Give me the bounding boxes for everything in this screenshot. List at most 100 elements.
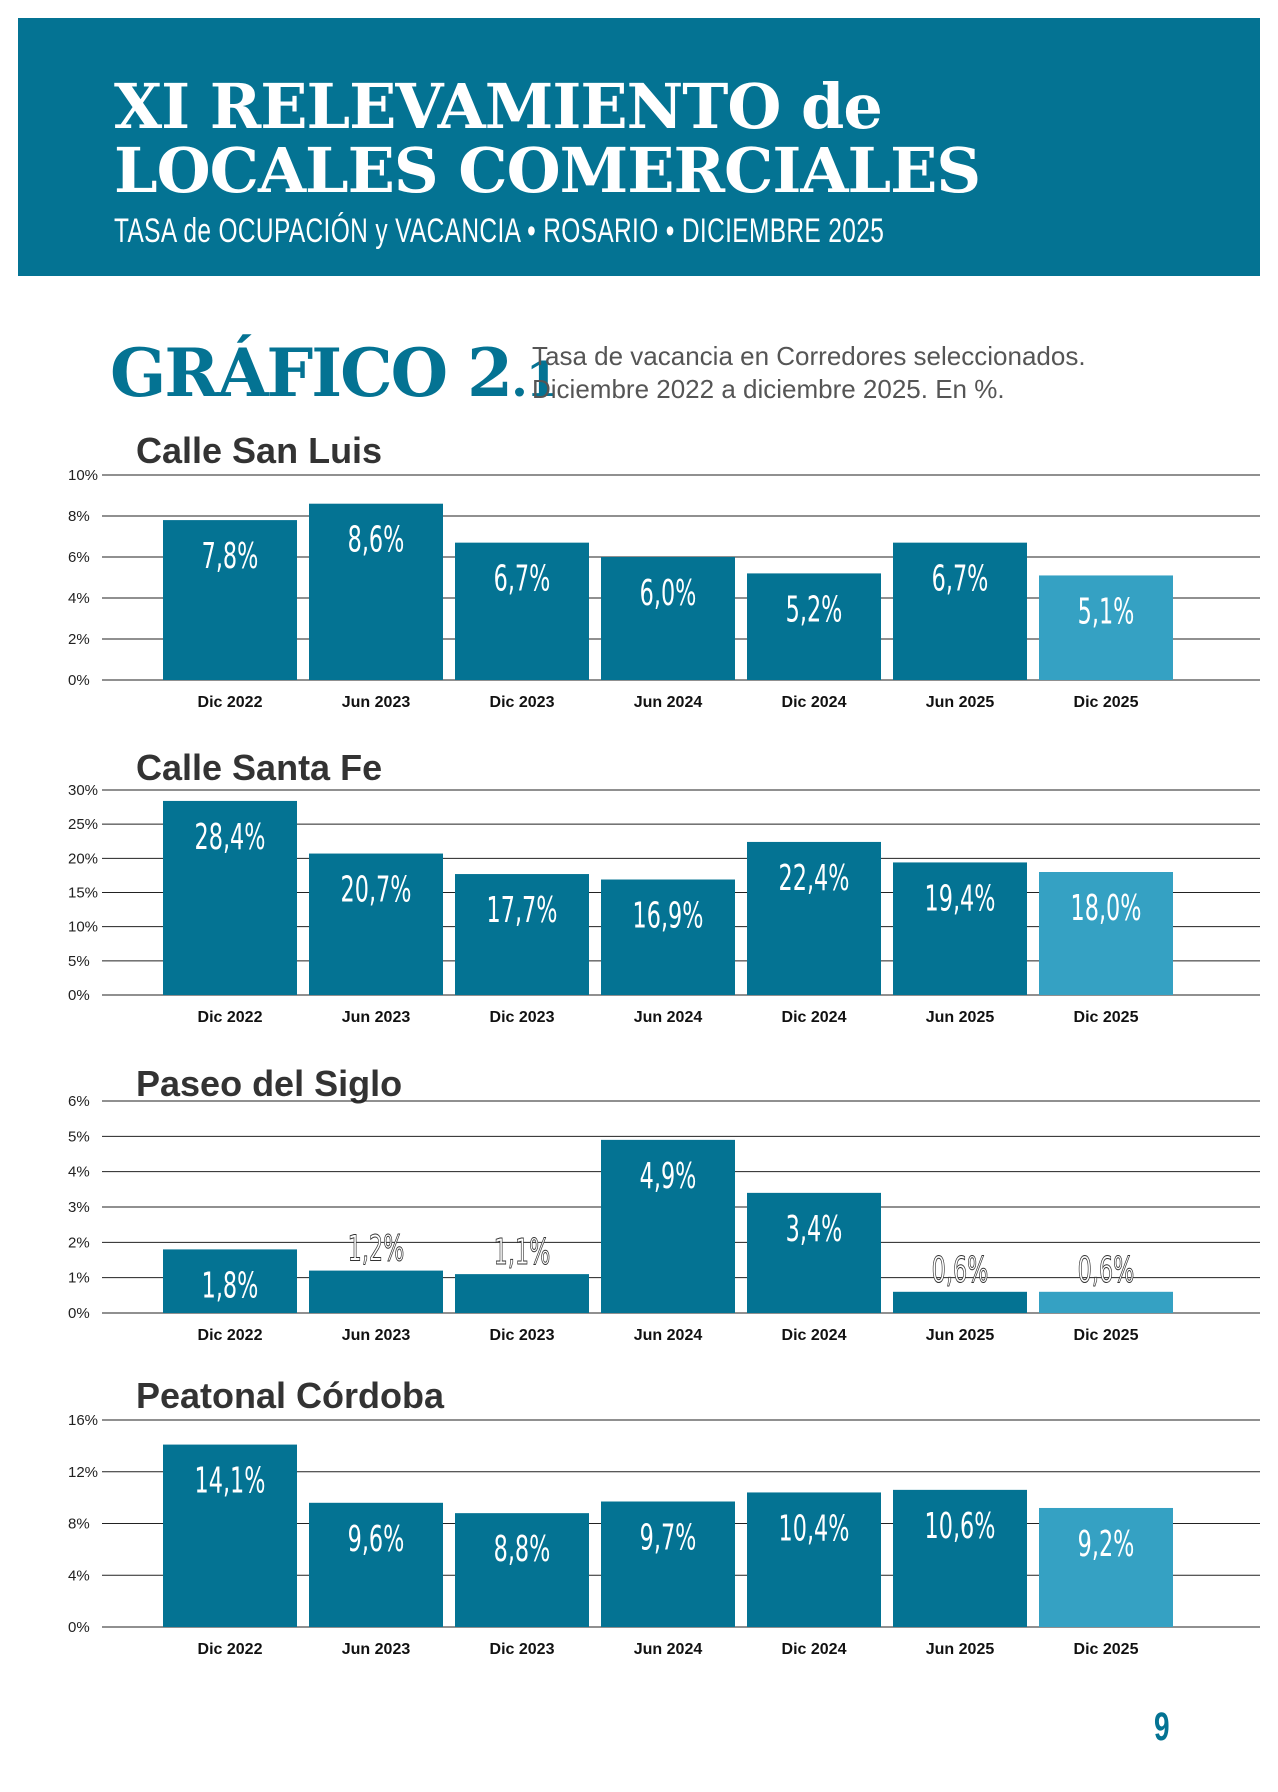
x-category-label: Dic 2025 bbox=[1074, 1641, 1139, 1658]
figure-label-sub: .1 bbox=[511, 352, 559, 408]
bar-value-label: 0,6% bbox=[932, 1249, 989, 1291]
y-tick-label: 10% bbox=[68, 919, 98, 936]
y-tick-label: 12% bbox=[68, 1464, 98, 1481]
bar-value-label: 14,1% bbox=[195, 1460, 266, 1502]
x-category-label: Jun 2023 bbox=[342, 694, 411, 711]
bar bbox=[455, 1274, 589, 1313]
x-category-label: Jun 2025 bbox=[926, 694, 995, 711]
y-tick-label: 3% bbox=[68, 1199, 90, 1216]
report-title-line1: XI RELEVAMIENTO de bbox=[114, 70, 883, 143]
x-category-label: Dic 2023 bbox=[490, 694, 555, 711]
chart-title: Paseo del Siglo bbox=[136, 1063, 403, 1104]
bar-chart: 0% 5% 10% 15% 20% 25% 30% 28,4% Dic 2022 20,7% Jun… bbox=[68, 782, 1260, 1026]
bar-value-label: 19,4% bbox=[925, 878, 996, 920]
y-tick-label: 15% bbox=[68, 885, 98, 902]
x-category-label: Jun 2025 bbox=[926, 1009, 995, 1026]
y-tick-label: 8% bbox=[68, 508, 90, 525]
bar bbox=[455, 874, 589, 995]
x-category-label: Dic 2024 bbox=[782, 694, 847, 711]
bar-value-label: 9,6% bbox=[348, 1518, 405, 1560]
y-tick-label: 8% bbox=[68, 1516, 90, 1533]
bar bbox=[309, 1270, 443, 1313]
y-tick-label: 0% bbox=[68, 987, 90, 1004]
bar-value-label: 5,2% bbox=[786, 589, 843, 631]
y-tick-label: 4% bbox=[68, 590, 90, 607]
bar bbox=[455, 542, 589, 680]
bar-value-label: 6,0% bbox=[640, 573, 697, 615]
x-category-label: Dic 2024 bbox=[782, 1641, 847, 1658]
x-category-label: Dic 2025 bbox=[1074, 1009, 1139, 1026]
figure-description-line2: Diciembre 2022 a diciembre 2025. En %. bbox=[532, 374, 1005, 404]
bar bbox=[601, 1501, 735, 1627]
x-category-label: Jun 2025 bbox=[926, 1641, 995, 1658]
x-category-label: Dic 2024 bbox=[782, 1327, 847, 1344]
x-category-label: Dic 2023 bbox=[490, 1327, 555, 1344]
report-subtitle: TASA de OCUPACIÓN y VACANCIA • ROSARIO •… bbox=[114, 212, 885, 250]
x-category-label: Dic 2025 bbox=[1074, 1327, 1139, 1344]
bar bbox=[163, 1444, 297, 1627]
bar-chart: 0% 2% 4% 6% 8% 10% 7,8% Dic 2022 8,6% Jun 2023 6,7… bbox=[68, 467, 1260, 711]
y-tick-label: 25% bbox=[68, 816, 98, 833]
bar bbox=[1039, 872, 1173, 995]
report-title-line2: LOCALES COMERCIALES bbox=[114, 134, 981, 207]
x-category-label: Dic 2023 bbox=[490, 1009, 555, 1026]
y-tick-label: 4% bbox=[68, 1567, 90, 1584]
y-tick-label: 6% bbox=[68, 549, 90, 566]
chart-title: Calle San Luis bbox=[136, 430, 383, 471]
x-category-label: Jun 2024 bbox=[634, 1641, 703, 1658]
y-tick-label: 30% bbox=[68, 782, 98, 799]
y-tick-label: 4% bbox=[68, 1164, 90, 1181]
bar-value-label: 10,4% bbox=[779, 1508, 850, 1550]
bar-value-label: 9,2% bbox=[1078, 1524, 1135, 1566]
bar bbox=[893, 862, 1027, 995]
x-category-label: Dic 2022 bbox=[198, 1327, 263, 1344]
bar bbox=[601, 879, 735, 995]
bar-value-label: 22,4% bbox=[779, 857, 850, 899]
bar bbox=[1039, 1291, 1173, 1313]
x-category-label: Dic 2023 bbox=[490, 1641, 555, 1658]
bar bbox=[1039, 575, 1173, 680]
bar bbox=[747, 1192, 881, 1313]
chart-calle-santa-fe: Calle Santa Fe 0% 5% 10% 15% 20% 25% 30% 28,4% D… bbox=[0, 740, 1278, 1035]
y-tick-label: 0% bbox=[68, 1619, 90, 1636]
y-tick-label: 20% bbox=[68, 850, 98, 867]
bar-value-label: 1,8% bbox=[202, 1265, 259, 1307]
bar bbox=[747, 1492, 881, 1627]
bar-value-label: 17,7% bbox=[487, 890, 558, 932]
bar bbox=[163, 520, 297, 680]
bar bbox=[455, 1513, 589, 1627]
bar-value-label: 7,8% bbox=[202, 536, 259, 578]
figure-label-main: GRÁFICO 2 bbox=[110, 334, 513, 412]
y-tick-label: 6% bbox=[68, 1093, 90, 1110]
figure-description: Tasa de vacancia en Corredores seleccion… bbox=[532, 340, 1086, 406]
bar-value-label: 3,4% bbox=[786, 1208, 843, 1250]
x-category-label: Dic 2024 bbox=[782, 1009, 847, 1026]
y-tick-label: 0% bbox=[68, 672, 90, 689]
x-category-label: Dic 2025 bbox=[1074, 694, 1139, 711]
bar bbox=[1039, 1507, 1173, 1627]
x-category-label: Jun 2023 bbox=[342, 1327, 411, 1344]
bar-value-label: 1,1% bbox=[494, 1232, 551, 1274]
bar bbox=[893, 1291, 1027, 1313]
y-tick-label: 0% bbox=[68, 1305, 90, 1322]
chart-title: Calle Santa Fe bbox=[136, 747, 383, 788]
figure-label: GRÁFICO 2.1 bbox=[110, 340, 559, 408]
y-tick-label: 10% bbox=[68, 467, 98, 484]
chart-title: Peatonal Córdoba bbox=[136, 1375, 445, 1416]
x-category-label: Jun 2025 bbox=[926, 1327, 995, 1344]
bar bbox=[163, 800, 297, 995]
bar-value-label: 20,7% bbox=[341, 869, 412, 911]
x-category-label: Jun 2023 bbox=[342, 1641, 411, 1658]
bar bbox=[601, 1139, 735, 1313]
bar bbox=[893, 542, 1027, 680]
y-tick-label: 5% bbox=[68, 953, 90, 970]
chart-calle-san-luis: Calle San Luis 0% 2% 4% 6% 8% 10% 7,8% Dic 2022… bbox=[0, 425, 1278, 720]
bar bbox=[309, 1502, 443, 1627]
figure-description-line1: Tasa de vacancia en Corredores seleccion… bbox=[532, 341, 1086, 371]
bar-value-label: 10,6% bbox=[925, 1505, 996, 1547]
header-banner: XI RELEVAMIENTO de LOCALES COMERCIALES T… bbox=[18, 18, 1260, 276]
bar bbox=[747, 573, 881, 680]
bar bbox=[309, 853, 443, 995]
y-tick-label: 1% bbox=[68, 1270, 90, 1287]
bar-value-label: 0,6% bbox=[1078, 1249, 1135, 1291]
